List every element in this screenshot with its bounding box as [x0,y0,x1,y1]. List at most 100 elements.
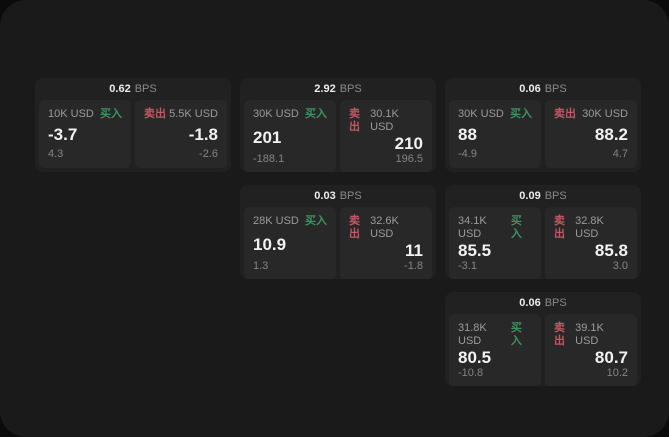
bps-unit-label: BPS [339,190,362,202]
bps-unit-label: BPS [544,190,567,202]
quote-card-2: 2.92 BPS 30K USD 买入 201 -188.1 卖出 30.1K … [240,78,436,172]
buy-panel[interactable]: 30K USD 买入 88 -4.9 [449,100,541,168]
sell-panel[interactable]: 卖出 30K USD 88.2 4.7 [545,100,637,168]
card-header: 2.92 BPS [240,78,436,100]
panels: 28K USD 买入 10.9 1.3 卖出 32.6K USD 11 -1.8 [240,207,436,279]
sell-panel-top: 卖出 30K USD [554,108,628,121]
sell-tag: 卖出 [349,108,360,133]
sell-amount-label: 30K USD [582,108,628,120]
sell-price: 11 [405,241,423,260]
quote-card-3: 0.06 BPS 30K USD 买入 88 -4.9 卖出 30K USD [445,78,641,172]
buy-tag: 买入 [510,215,522,240]
sell-amount-label: 32.6K USD [370,215,399,240]
buy-panel[interactable]: 34.1K USD 买入 85.5 -3.1 [449,207,541,279]
card-header: 0.06 BPS [445,78,641,100]
bps-value: 0.03 [314,190,336,202]
bps-value: 2.92 [314,83,336,95]
bps-unit-label: BPS [544,297,567,309]
buy-amount-label: 30K USD [253,108,299,120]
sell-change: -2.6 [199,148,218,160]
buy-panel[interactable]: 31.8K USD 买入 80.5 -10.8 [449,314,541,386]
buy-panel[interactable]: 28K USD 买入 10.9 1.3 [244,207,336,279]
quote-card-1: 0.62 BPS 10K USD 买入 -3.7 4.3 卖出 5.5K USD [35,78,231,172]
sell-panel[interactable]: 卖出 39.1K USD 80.7 10.2 [545,314,637,386]
buy-amount-label: 10K USD [48,108,94,120]
sell-panel[interactable]: 卖出 32.6K USD 11 -1.8 [340,207,432,279]
panels: 10K USD 买入 -3.7 4.3 卖出 5.5K USD -1.8 -2.… [35,100,231,172]
sell-price: 85.8 [594,241,628,260]
bps-unit-label: BPS [134,83,157,95]
buy-tag: 买入 [305,108,327,120]
buy-panel[interactable]: 10K USD 买入 -3.7 4.3 [39,100,131,168]
sell-panel-top: 卖出 32.8K USD [554,215,628,241]
sell-panel[interactable]: 卖出 5.5K USD -1.8 -2.6 [135,100,227,168]
sell-tag: 卖出 [554,108,576,120]
buy-change: 1.3 [253,260,269,272]
buy-price: 85.5 [458,241,492,260]
sell-change: 4.7 [612,148,628,160]
card-header: 0.03 BPS [240,185,436,207]
sell-amount-label: 5.5K USD [169,108,218,120]
bps-value: 0.06 [519,297,541,309]
quote-card-6: 0.06 BPS 31.8K USD 买入 80.5 -10.8 卖出 39.1… [445,292,641,386]
sell-panel-top: 卖出 30.1K USD [349,108,423,134]
buy-panel-top: 28K USD 买入 [253,215,327,228]
sell-price: 210 [394,134,423,153]
sell-amount-label: 39.1K USD [575,322,604,347]
bps-value: 0.09 [519,190,541,202]
buy-amount-label: 28K USD [253,215,299,227]
sell-change: 10.2 [606,367,628,379]
sell-change: 196.5 [395,153,423,165]
quote-card-4: 0.03 BPS 28K USD 买入 10.9 1.3 卖出 32.6K US… [240,185,436,279]
sell-tag: 卖出 [144,108,166,120]
buy-panel-top: 10K USD 买入 [48,108,122,121]
buy-tag: 买入 [100,108,122,120]
sell-tag: 卖出 [554,322,565,347]
buy-tag: 买入 [510,108,532,120]
card-header: 0.06 BPS [445,292,641,314]
buy-panel-top: 30K USD 买入 [253,108,327,121]
sell-tag: 卖出 [554,215,565,240]
panels: 31.8K USD 买入 80.5 -10.8 卖出 39.1K USD 80.… [445,314,641,386]
sell-panel-top: 卖出 32.6K USD [349,215,423,241]
buy-change: -3.1 [458,260,477,272]
sell-price: -1.8 [188,125,218,144]
bps-value: 0.62 [109,83,131,95]
buy-price: 201 [253,127,282,147]
buy-tag: 买入 [510,322,522,347]
sell-price: 80.7 [594,348,628,367]
buy-amount-label: 30K USD [458,108,504,120]
buy-change: -188.1 [253,153,285,165]
bps-unit-label: BPS [339,83,362,95]
panels: 30K USD 买入 201 -188.1 卖出 30.1K USD 210 1… [240,100,436,172]
buy-change: 4.3 [48,148,64,160]
buy-panel[interactable]: 30K USD 买入 201 -188.1 [244,100,336,172]
sell-change: -1.8 [404,260,423,272]
bps-unit-label: BPS [544,83,567,95]
buy-price: 10.9 [253,234,287,254]
sell-panel[interactable]: 卖出 30.1K USD 210 196.5 [340,100,432,172]
sell-panel-top: 卖出 5.5K USD [144,108,218,121]
sell-panel[interactable]: 卖出 32.8K USD 85.8 3.0 [545,207,637,279]
buy-panel-top: 34.1K USD 买入 [458,215,532,241]
card-header: 0.62 BPS [35,78,231,100]
buy-amount-label: 34.1K USD [458,215,487,240]
buy-tag: 买入 [305,215,327,227]
sell-amount-label: 30.1K USD [370,108,399,133]
buy-panel-top: 30K USD 买入 [458,108,532,121]
buy-price: -3.7 [48,125,78,144]
panels: 30K USD 买入 88 -4.9 卖出 30K USD 88.2 4.7 [445,100,641,172]
bps-value: 0.06 [519,83,541,95]
buy-price: 88 [458,125,477,144]
sell-tag: 卖出 [349,215,360,240]
buy-change: -10.8 [458,367,484,379]
buy-amount-label: 31.8K USD [458,322,487,347]
sell-change: 3.0 [612,260,628,272]
sell-amount-label: 32.8K USD [575,215,604,240]
quote-card-5: 0.09 BPS 34.1K USD 买入 85.5 -3.1 卖出 32.8K… [445,185,641,279]
panels: 34.1K USD 买入 85.5 -3.1 卖出 32.8K USD 85.8… [445,207,641,279]
quote-card-grid: 0.62 BPS 10K USD 买入 -3.7 4.3 卖出 5.5K USD [35,78,641,386]
sell-panel-top: 卖出 39.1K USD [554,322,628,348]
buy-change: -4.9 [458,148,477,160]
